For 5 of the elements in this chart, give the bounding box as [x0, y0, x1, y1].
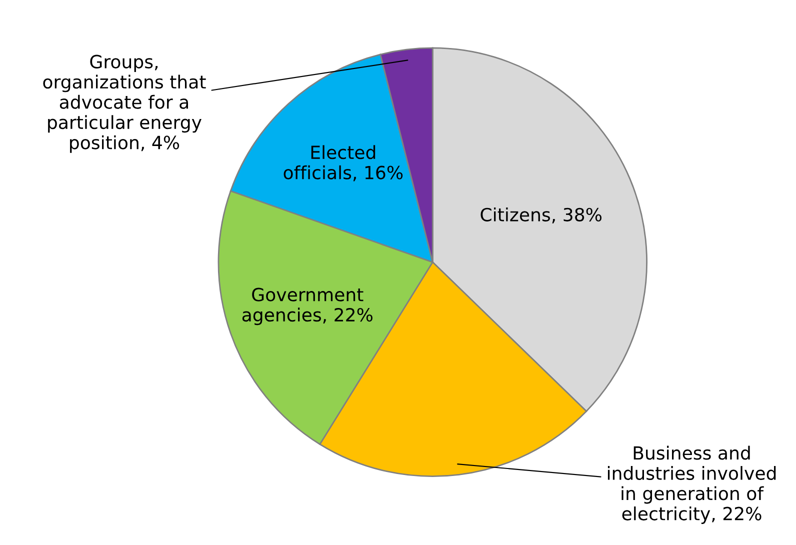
slice-label: Government agencies, 22% — [242, 288, 372, 326]
slice-label: Groups, organizations that advocate for a particular energy position, 4% — [43, 54, 206, 153]
slice-label: Elected officials, 16% — [284, 145, 403, 182]
slice-label: Business and industries involved in generation of electricity, 22% — [608, 446, 776, 524]
slice-label: Citizens, 38% — [480, 207, 602, 224]
